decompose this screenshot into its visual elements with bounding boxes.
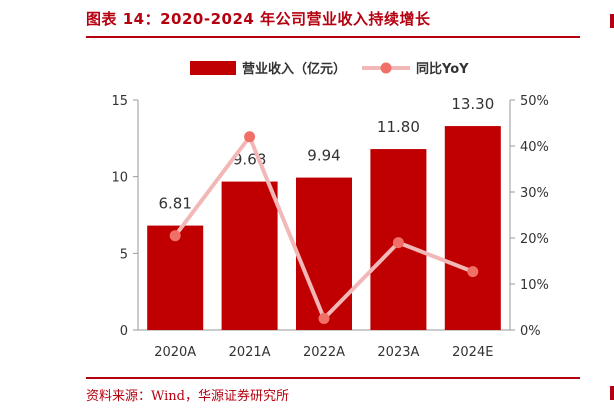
figure-title: 图表 14：2020-2024 年公司营业收入持续增长 xyxy=(86,10,431,28)
yoy-line-series xyxy=(169,131,479,324)
title-rule xyxy=(86,36,580,38)
bar xyxy=(147,225,204,330)
right-tick-label: 20% xyxy=(520,232,549,247)
legend-line-marker xyxy=(380,62,392,74)
chart-axes: 0 5 10 15 0% 10% 20% 30% 40% 50% 2020A 2021A 2022A 20… xyxy=(111,94,548,360)
right-tick-label: 30% xyxy=(520,186,549,201)
yoy-point xyxy=(169,230,181,242)
legend-line-label: 同比YoY xyxy=(416,61,469,77)
right-tick-label: 0% xyxy=(520,324,541,339)
legend-bar-swatch xyxy=(190,61,236,75)
x-tick-label: 2020A xyxy=(154,345,196,360)
edge-marker-bottom xyxy=(610,386,614,400)
x-tick-label: 2022A xyxy=(303,345,345,360)
chart-legend: 营业收入（亿元） 同比YoY xyxy=(190,61,469,77)
bar-value-label: 13.30 xyxy=(451,95,494,113)
right-tick-label: 40% xyxy=(520,140,549,155)
left-tick-label: 15 xyxy=(111,94,128,109)
left-tick-label: 10 xyxy=(111,171,128,186)
yoy-point xyxy=(244,131,256,143)
x-tick-label: 2021A xyxy=(229,345,271,360)
bar xyxy=(296,177,352,330)
right-tick-label: 50% xyxy=(520,94,549,109)
bar xyxy=(444,126,501,330)
legend-bar-label: 营业收入（亿元） xyxy=(242,61,346,77)
x-tick-label: 2024E xyxy=(452,345,493,360)
yoy-point xyxy=(318,313,330,324)
edge-marker-top xyxy=(610,14,614,28)
yoy-point xyxy=(467,266,479,278)
source-note: 资料来源：Wind，华源证券研究所 xyxy=(86,389,289,404)
right-tick-label: 10% xyxy=(520,278,549,293)
source-rule xyxy=(86,377,580,379)
x-tick-label: 2023A xyxy=(377,345,419,360)
bar-value-label: 6.81 xyxy=(158,195,191,213)
bar-series xyxy=(147,126,501,330)
bar-value-label: 9.94 xyxy=(307,147,340,165)
left-tick-label: 5 xyxy=(120,247,128,262)
bar-value-label: 11.80 xyxy=(377,118,420,136)
left-tick-label: 0 xyxy=(120,324,128,339)
yoy-point xyxy=(392,237,404,249)
bar xyxy=(221,181,278,330)
